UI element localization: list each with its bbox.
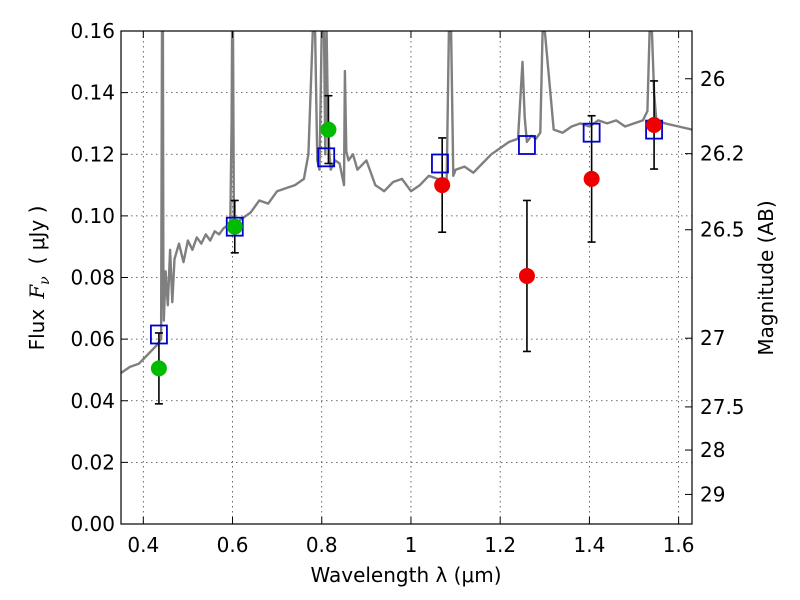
y-tick-label: 0.00 (70, 512, 115, 536)
y-axis-label-units: ( μJy ) (25, 206, 49, 265)
grid (121, 30, 692, 525)
y-tick-label: 0.04 (70, 389, 115, 413)
observed-data-point (320, 121, 337, 138)
right-tick-label: 26 (700, 67, 725, 91)
right-tick-label: 27 (700, 326, 725, 350)
observed-data-point (226, 218, 243, 235)
y-tick-label: 0.16 (70, 19, 115, 43)
x-axis-label: Wavelength λ (μm) (310, 563, 501, 587)
right-tick-label: 26.5 (700, 218, 745, 242)
y-axis-label-prefix: Flux (25, 309, 49, 351)
x-tick-label: 1.6 (663, 533, 695, 557)
observed-data-point (150, 360, 167, 377)
x-tick-label: 1.4 (573, 533, 605, 557)
x-tick-label: 0.8 (306, 533, 338, 557)
y-axis-label-symbol: F (25, 284, 49, 300)
marker-layer (150, 80, 663, 405)
x-tick-label: 1.2 (484, 533, 516, 557)
y-tick-label: 0.14 (70, 81, 115, 105)
right-tick-label: 29 (700, 482, 725, 506)
model-photometry-point (518, 135, 536, 155)
model-photometry-point (150, 324, 168, 345)
y-tick-label: 0.02 (70, 450, 115, 474)
y-axis-label-subscript: ν (37, 276, 53, 285)
y-tick-label: 0.12 (70, 142, 115, 166)
model-photometry-point (317, 147, 336, 168)
right-tick-label: 27.5 (700, 395, 745, 419)
observed-data-point (518, 267, 535, 284)
ticks: 0.4 0.6 0.8 1 1.2 1.4 1.6 0.00 0.02 0.04 0.06 0.08 0… (70, 19, 744, 557)
right-tick-label: 28 (700, 438, 725, 462)
spectrum-layer (121, 31, 692, 374)
observed-data-point (646, 116, 663, 133)
model-photometry-point (431, 153, 449, 174)
y-tick-label: 0.10 (70, 204, 115, 228)
observed-data-point (583, 170, 600, 187)
right-axis-label: Magnitude (AB) (754, 200, 778, 355)
x-tick-label: 0.4 (127, 533, 159, 557)
spectrum-line (121, 31, 692, 374)
right-tick-label: 26.2 (700, 142, 745, 166)
y-tick-label: 0.08 (70, 266, 115, 290)
model-photometry-point (582, 122, 601, 143)
y-axis-label: Flux Fν ( μJy ) (25, 206, 53, 351)
x-tick-label: 0.6 (217, 533, 249, 557)
x-tick-label: 1 (405, 533, 418, 557)
y-tick-label: 0.06 (70, 327, 115, 351)
observed-data-point (434, 177, 451, 194)
